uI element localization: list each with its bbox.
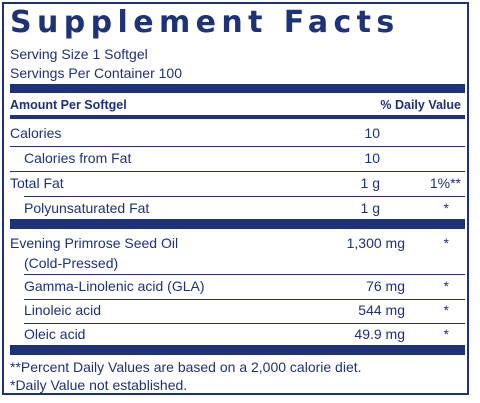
row-gla-name: Gamma-Linolenic acid (GLA)	[24, 278, 205, 294]
row-divider	[24, 196, 465, 197]
row-evening-primrose-dv: *	[443, 235, 449, 251]
row-polyunsaturated-fat-amount: 1 g	[360, 200, 380, 216]
row-divider	[10, 146, 465, 147]
medium-divider	[10, 115, 465, 119]
footnote-dv-not-established: *Daily Value not established.	[10, 377, 188, 393]
row-total-fat-name: Total Fat	[10, 175, 64, 191]
row-polyunsaturated-fat-dv: *	[443, 200, 449, 216]
row-gla-amount: 76 mg	[366, 278, 405, 294]
row-calories-from-fat-name: Calories from Fat	[24, 150, 132, 166]
thick-divider-middle	[10, 219, 465, 229]
row-oleic-name: Oleic acid	[24, 326, 86, 342]
thick-divider-bottom	[10, 345, 465, 355]
row-divider	[24, 323, 465, 324]
panel-title: Supplement Facts	[10, 5, 400, 40]
row-polyunsaturated-fat-name: Polyunsaturated Fat	[24, 200, 150, 216]
row-total-fat-amount: 1 g	[360, 175, 380, 191]
row-gla-dv: *	[443, 278, 449, 294]
row-calories-from-fat-amount: 10	[364, 150, 380, 166]
servings-per-container: Servings Per Container 100	[10, 65, 182, 81]
row-calories-amount: 10	[364, 125, 380, 141]
supplement-facts-panel: Supplement Facts Serving Size 1 Softgel …	[2, 2, 469, 395]
row-calories-name: Calories	[10, 125, 62, 141]
row-oleic-dv: *	[443, 326, 449, 342]
row-divider	[24, 299, 465, 300]
row-evening-primrose-amount: 1,300 mg	[346, 235, 405, 251]
row-oleic-amount: 49.9 mg	[354, 326, 405, 342]
row-linoleic-name: Linoleic acid	[24, 302, 102, 318]
row-divider	[24, 274, 465, 275]
row-evening-primrose-name-line2: (Cold-Pressed)	[24, 255, 119, 271]
footnote-percent-dv: **Percent Daily Values are based on a 2,…	[10, 359, 362, 375]
row-linoleic-dv: *	[443, 302, 449, 318]
row-linoleic-amount: 544 mg	[358, 302, 405, 318]
row-divider	[10, 171, 465, 172]
thick-divider-top	[10, 84, 465, 93]
row-total-fat-dv: 1%**	[429, 175, 461, 191]
serving-size: Serving Size 1 Softgel	[10, 46, 148, 62]
daily-value-header: % Daily Value	[380, 98, 461, 112]
row-evening-primrose-name: Evening Primrose Seed Oil	[10, 235, 179, 251]
amount-per-header: Amount Per Softgel	[10, 98, 127, 112]
